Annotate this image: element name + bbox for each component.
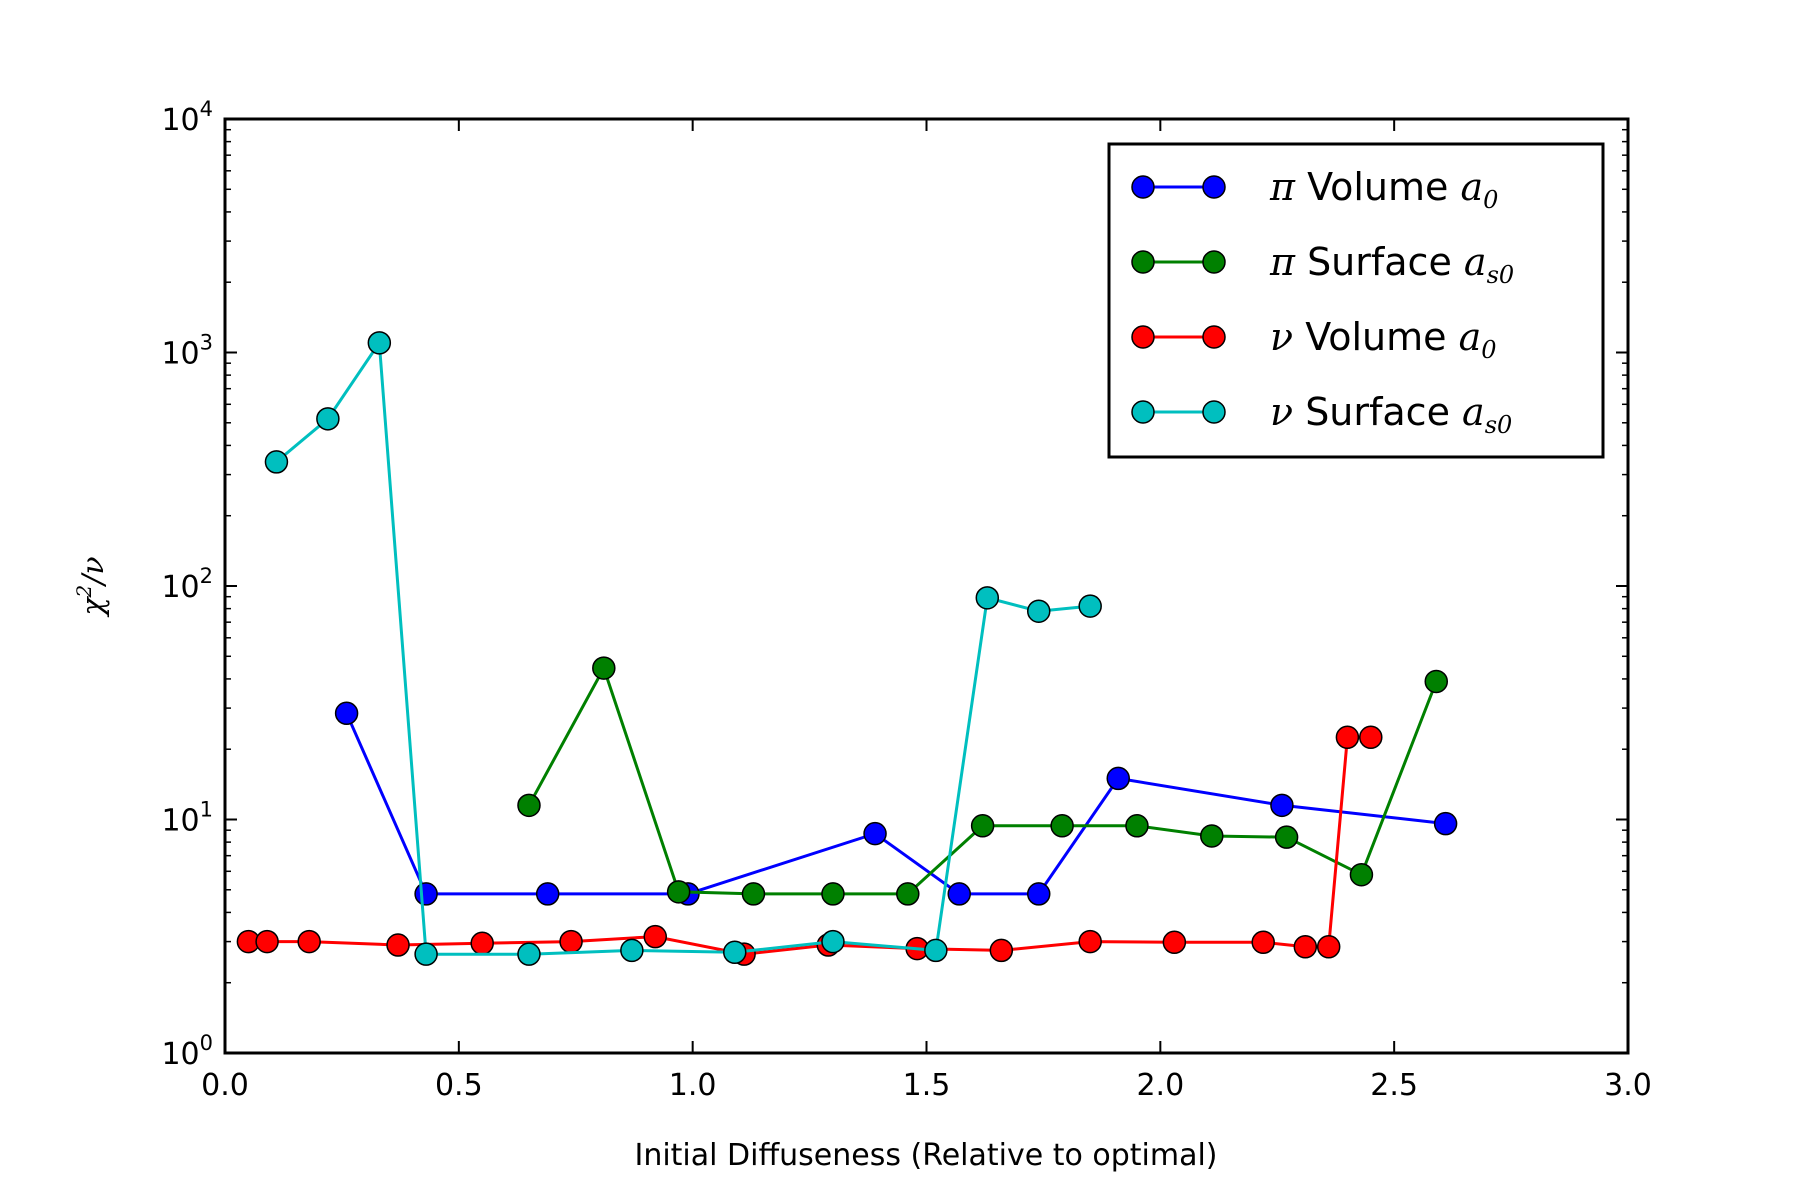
data-point	[1335, 725, 1360, 750]
data-point	[1078, 594, 1102, 618]
legend-marker	[1202, 175, 1226, 199]
x-tick-label: 2.0	[1136, 1068, 1184, 1103]
data-point	[1270, 793, 1294, 818]
series-1	[517, 656, 1449, 906]
x-tick-label: 1.5	[903, 1068, 951, 1103]
data-point	[1433, 811, 1458, 836]
series-layer	[236, 331, 1458, 966]
data-point	[264, 450, 289, 474]
legend-entry-1: π Surface as0	[1131, 240, 1514, 289]
legend-entries: π Volume a0 π Surface as0 ν Volume a0 ν Sur…	[1131, 165, 1514, 439]
data-point	[414, 882, 438, 906]
y-axis-label: χ2/ν	[72, 556, 111, 617]
data-point	[414, 942, 438, 966]
legend-entry-3: ν Surface as0	[1131, 390, 1512, 439]
legend-label: ν Volume a0	[1270, 315, 1497, 364]
data-point	[1359, 725, 1383, 750]
series-0	[334, 701, 1458, 906]
y-axis-label-base: χ	[76, 596, 111, 618]
data-point	[1349, 862, 1374, 887]
data-point	[863, 821, 887, 846]
x-tick-label: 0.0	[201, 1068, 249, 1103]
plot-frame	[223, 117, 1630, 1055]
data-point	[1106, 766, 1130, 791]
y-axis-label-sup: 2	[72, 585, 96, 599]
data-point	[821, 929, 845, 954]
x-axis-label: Initial Diffuseness (Relative to optimal…	[634, 1138, 1217, 1173]
data-point	[975, 586, 1000, 610]
data-point	[592, 656, 616, 680]
data-point	[620, 938, 644, 963]
y-tick-label: 102	[161, 564, 213, 605]
legend-marker	[1202, 400, 1226, 424]
data-point	[924, 938, 948, 963]
x-tick-label: 1.0	[669, 1068, 717, 1103]
legend-marker	[1131, 175, 1155, 199]
data-point	[723, 940, 747, 965]
data-point	[821, 882, 845, 906]
y-tick-label: 103	[161, 331, 213, 372]
data-point	[896, 882, 920, 906]
data-point	[1424, 669, 1449, 694]
data-point	[367, 331, 392, 355]
y-tick-label: 104	[161, 97, 213, 138]
legend-marker	[1131, 400, 1155, 424]
data-point	[1293, 935, 1318, 959]
data-point	[666, 880, 691, 904]
y-axis-label-rest: /ν	[76, 556, 111, 587]
y-tick-label: 101	[161, 798, 213, 839]
legend-entry-0: π Volume a0	[1131, 165, 1498, 214]
data-point	[741, 882, 766, 906]
data-point	[643, 924, 668, 949]
legend-label: π Surface as0	[1269, 240, 1514, 289]
legend-label: ν Surface as0	[1270, 390, 1512, 439]
data-point	[1162, 930, 1187, 955]
data-point	[1125, 814, 1149, 838]
data-point	[517, 793, 541, 818]
legend-marker	[1202, 325, 1226, 349]
data-point	[1316, 935, 1341, 959]
legend-marker	[1202, 250, 1226, 274]
legend-marker	[1131, 325, 1155, 349]
legend-entry-2: ν Volume a0	[1131, 315, 1497, 364]
legend: π Volume a0 π Surface as0 ν Volume a0 ν Sur…	[1107, 142, 1605, 459]
data-point	[1026, 599, 1051, 623]
x-tick-labels: 0.0 0.5 1.0 1.5 2.0 2.5 3.0	[201, 1068, 1652, 1103]
y-tick-label: 100	[161, 1031, 213, 1072]
data-point	[297, 929, 321, 954]
data-point	[559, 929, 583, 954]
x-tick-label: 2.5	[1370, 1068, 1418, 1103]
data-point	[1251, 930, 1275, 955]
x-tick-label: 3.0	[1604, 1068, 1652, 1103]
data-point	[970, 814, 995, 838]
data-point	[334, 701, 359, 726]
data-point	[535, 882, 560, 906]
data-point	[470, 931, 494, 956]
data-point	[1274, 825, 1299, 849]
data-point	[316, 407, 340, 431]
data-point	[255, 929, 279, 954]
x-tick-label: 0.5	[435, 1068, 483, 1103]
series-line	[345, 712, 1446, 896]
data-point	[386, 933, 410, 957]
data-point	[989, 938, 1014, 963]
legend-box	[1107, 142, 1605, 459]
series-3	[264, 331, 1102, 966]
y-tick-labels: 100 101 102 103 104	[161, 97, 213, 1072]
data-point	[1026, 882, 1051, 906]
legend-marker	[1131, 250, 1155, 274]
data-point	[1078, 929, 1102, 954]
data-point	[517, 942, 541, 966]
data-point	[1050, 814, 1074, 838]
legend-label: π Volume a0	[1269, 165, 1498, 214]
data-point	[947, 882, 971, 906]
data-point	[1200, 824, 1224, 848]
